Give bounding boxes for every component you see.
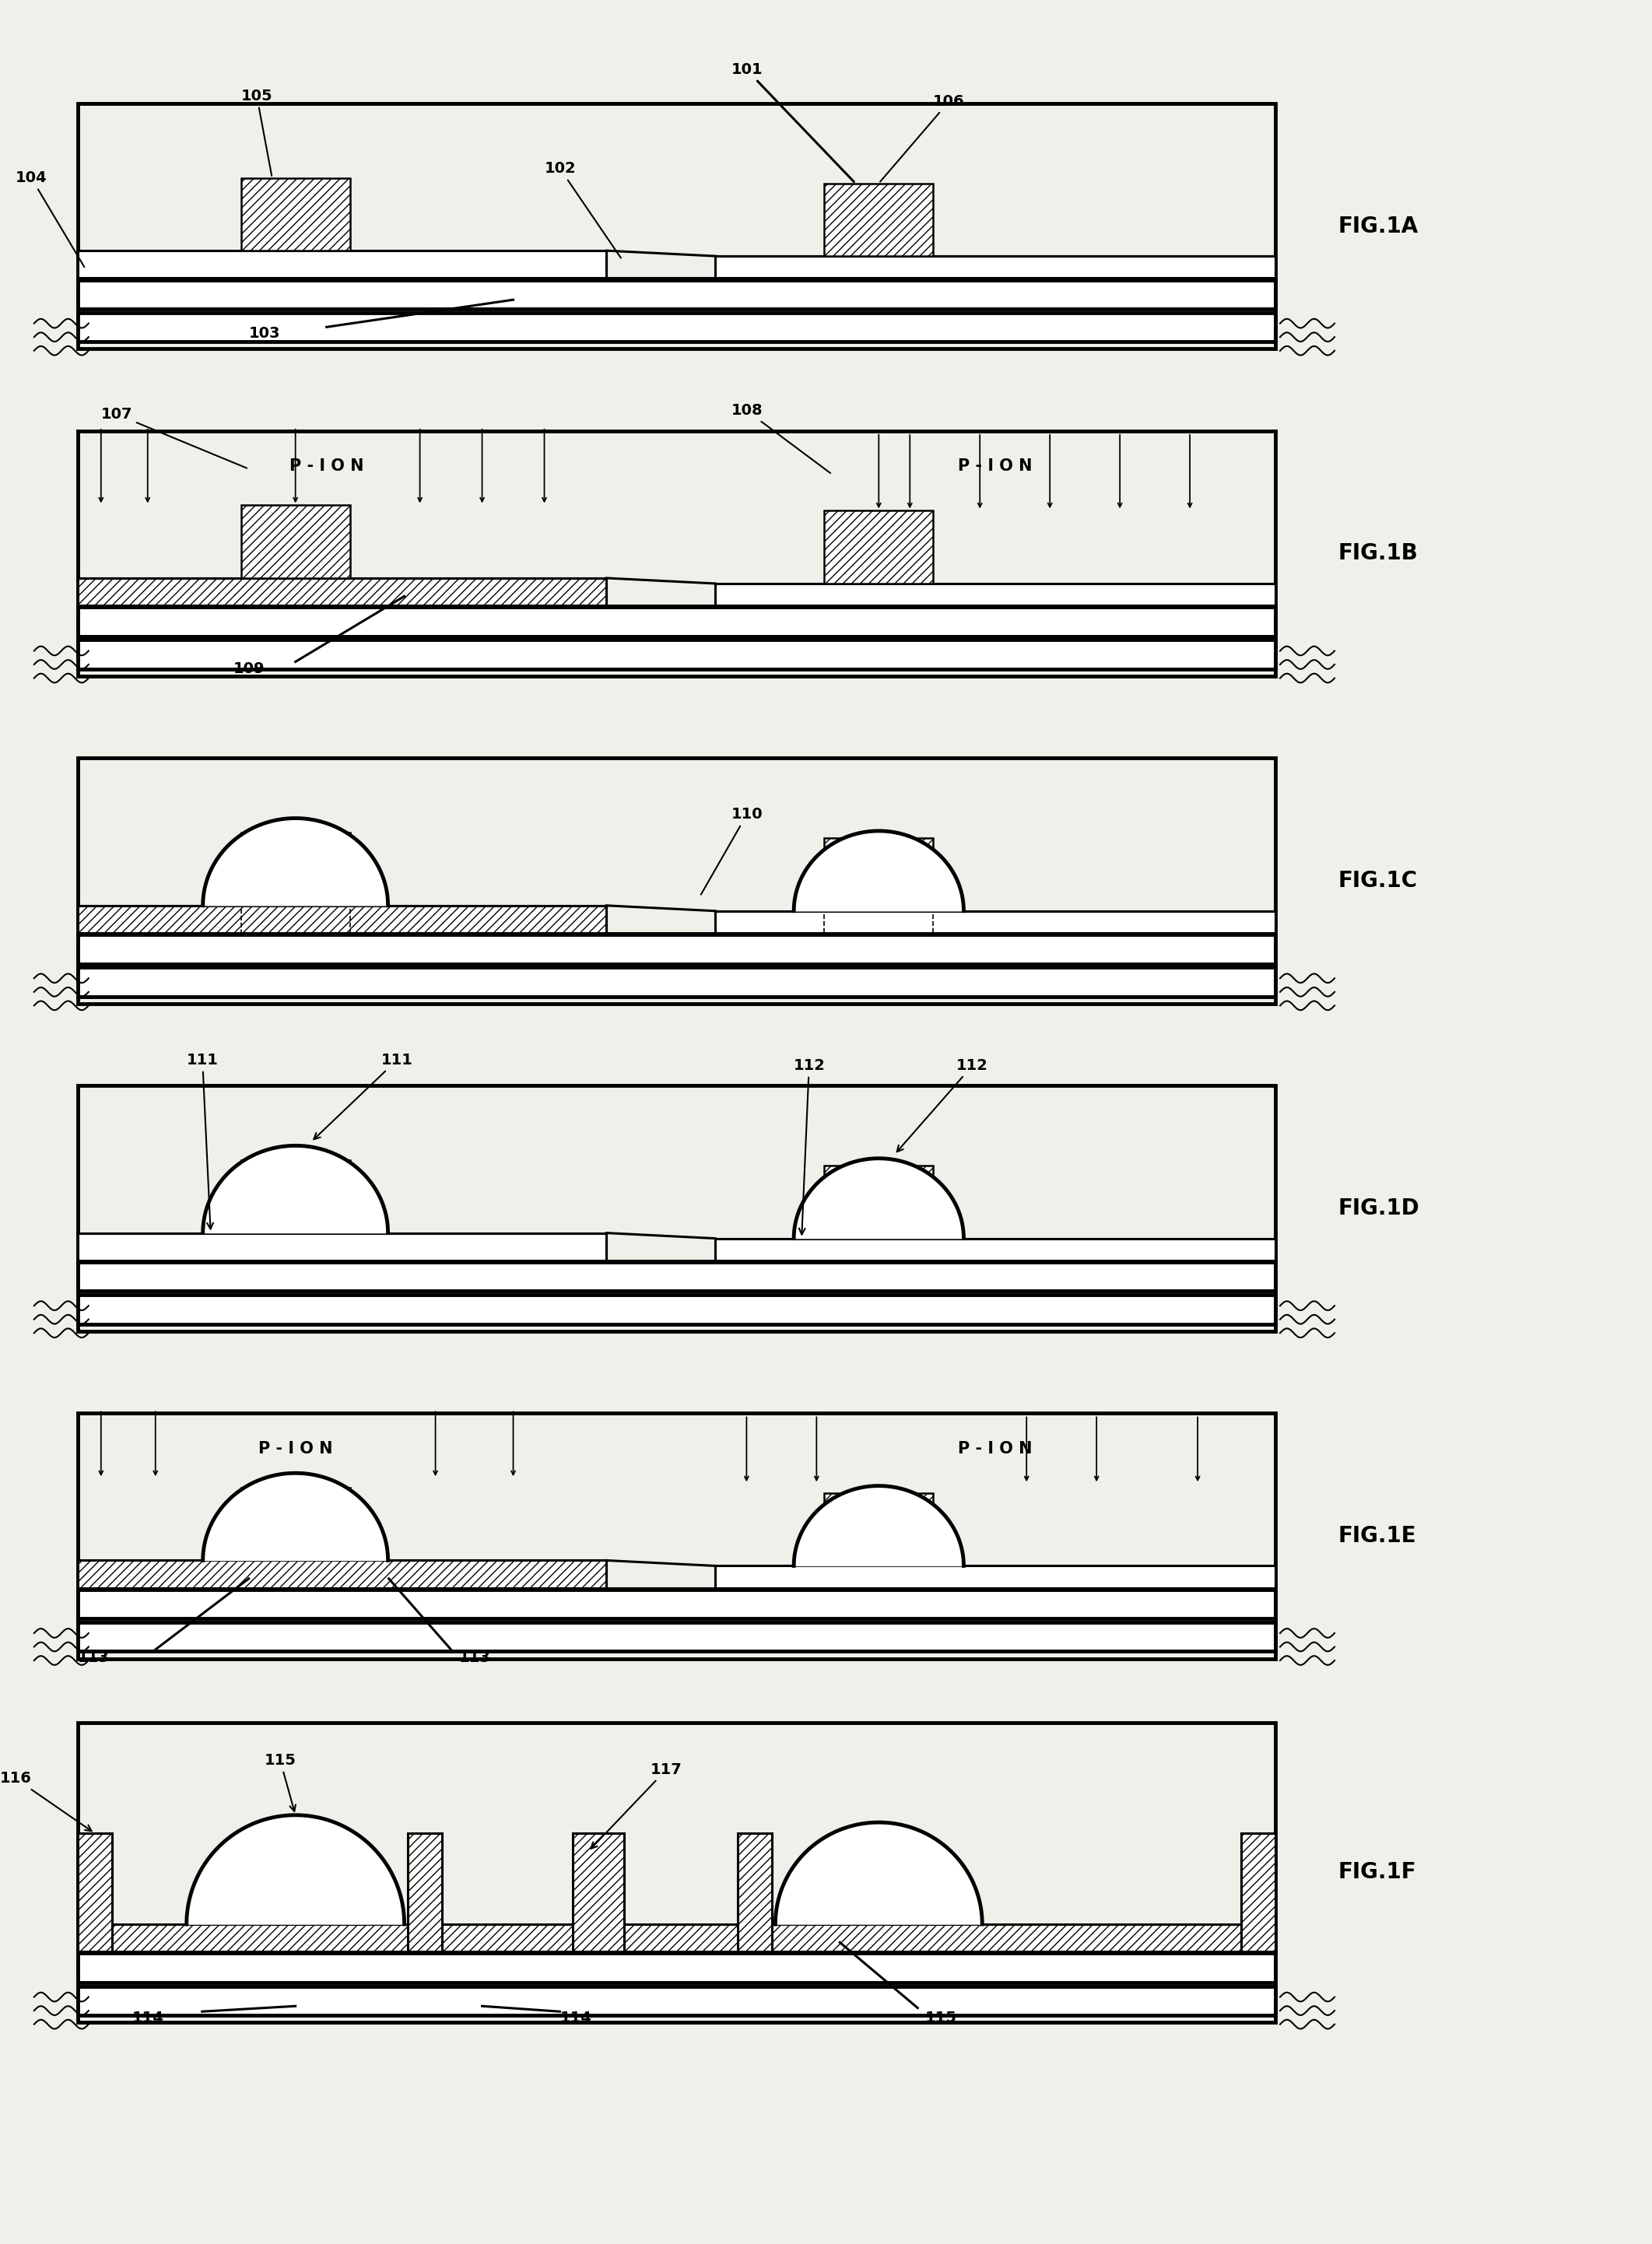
Bar bbox=[78, 251, 606, 278]
Bar bbox=[78, 758, 1275, 1003]
Bar bbox=[738, 1833, 771, 1952]
Bar bbox=[241, 1160, 350, 1232]
Bar bbox=[78, 103, 1275, 348]
Text: 109: 109 bbox=[233, 662, 264, 675]
Bar bbox=[78, 1952, 1275, 1981]
Text: 115: 115 bbox=[925, 2011, 957, 2026]
Bar bbox=[715, 911, 1275, 934]
Polygon shape bbox=[203, 819, 388, 907]
Text: 107: 107 bbox=[101, 406, 246, 469]
Bar bbox=[824, 839, 933, 911]
Bar bbox=[824, 1165, 933, 1239]
Text: FIG.1E: FIG.1E bbox=[1338, 1526, 1416, 1546]
Bar bbox=[78, 1261, 1275, 1290]
Bar bbox=[78, 1833, 112, 1952]
Bar bbox=[78, 1295, 1275, 1324]
Bar bbox=[573, 1833, 624, 1952]
Bar bbox=[78, 579, 606, 606]
Polygon shape bbox=[187, 1815, 405, 1925]
Polygon shape bbox=[203, 1472, 388, 1560]
Bar bbox=[1241, 1833, 1275, 1952]
Bar bbox=[78, 1589, 1275, 1618]
Bar bbox=[715, 256, 1275, 278]
Text: 106: 106 bbox=[881, 94, 965, 182]
Text: FIG.1B: FIG.1B bbox=[1338, 543, 1417, 565]
Text: P - I O N: P - I O N bbox=[258, 1441, 332, 1456]
Polygon shape bbox=[795, 1486, 963, 1566]
Bar bbox=[824, 184, 933, 256]
Bar bbox=[78, 608, 1275, 637]
Text: 113: 113 bbox=[78, 1652, 109, 1665]
Bar bbox=[241, 833, 350, 907]
Text: 101: 101 bbox=[730, 63, 854, 182]
Bar bbox=[824, 1851, 933, 1925]
Bar bbox=[78, 967, 1275, 996]
Bar bbox=[408, 1833, 441, 1952]
Bar bbox=[715, 583, 1275, 606]
Text: 110: 110 bbox=[700, 808, 763, 895]
Bar bbox=[78, 1723, 1275, 2022]
Text: P - I O N: P - I O N bbox=[958, 458, 1032, 473]
Text: 113: 113 bbox=[459, 1652, 491, 1665]
Text: 114: 114 bbox=[132, 2011, 164, 2026]
Text: 103: 103 bbox=[249, 325, 281, 341]
Text: 116: 116 bbox=[0, 1771, 91, 1831]
Text: 104: 104 bbox=[15, 171, 84, 267]
Text: FIG.1F: FIG.1F bbox=[1338, 1863, 1416, 1883]
Text: 108: 108 bbox=[730, 404, 831, 473]
Bar bbox=[241, 177, 350, 251]
Text: FIG.1D: FIG.1D bbox=[1338, 1198, 1419, 1218]
Text: 111: 111 bbox=[314, 1052, 413, 1140]
Bar bbox=[824, 1492, 933, 1566]
Bar bbox=[78, 1622, 1275, 1652]
Bar bbox=[241, 1488, 350, 1560]
Text: P - I O N: P - I O N bbox=[958, 1441, 1032, 1456]
Text: 117: 117 bbox=[591, 1762, 682, 1849]
Bar bbox=[78, 1232, 606, 1261]
Text: FIG.1C: FIG.1C bbox=[1338, 871, 1417, 891]
Text: 105: 105 bbox=[241, 88, 273, 175]
Polygon shape bbox=[795, 830, 963, 911]
Polygon shape bbox=[795, 1158, 963, 1239]
Text: 111: 111 bbox=[187, 1052, 218, 1230]
Bar bbox=[715, 1566, 1275, 1589]
Text: P - I O N: P - I O N bbox=[289, 458, 363, 473]
Bar bbox=[78, 1414, 1275, 1658]
Bar bbox=[78, 431, 1275, 675]
Bar bbox=[78, 1560, 606, 1589]
Text: 112: 112 bbox=[793, 1059, 824, 1234]
Bar bbox=[78, 936, 1275, 963]
Bar bbox=[78, 312, 1275, 341]
Bar bbox=[241, 505, 350, 579]
Bar bbox=[78, 907, 606, 934]
Text: 112: 112 bbox=[897, 1059, 988, 1151]
Bar bbox=[78, 640, 1275, 669]
Bar bbox=[78, 1925, 1275, 1952]
Bar bbox=[824, 512, 933, 583]
Text: 115: 115 bbox=[264, 1753, 296, 1811]
Bar bbox=[241, 1851, 350, 1925]
Text: 114: 114 bbox=[560, 2011, 591, 2026]
Bar bbox=[715, 1239, 1275, 1261]
Bar bbox=[78, 1086, 1275, 1331]
Bar bbox=[78, 280, 1275, 310]
Bar bbox=[78, 1986, 1275, 2015]
Polygon shape bbox=[775, 1822, 983, 1925]
Text: 102: 102 bbox=[544, 162, 621, 258]
Polygon shape bbox=[203, 1147, 388, 1232]
Text: FIG.1A: FIG.1A bbox=[1338, 215, 1417, 238]
